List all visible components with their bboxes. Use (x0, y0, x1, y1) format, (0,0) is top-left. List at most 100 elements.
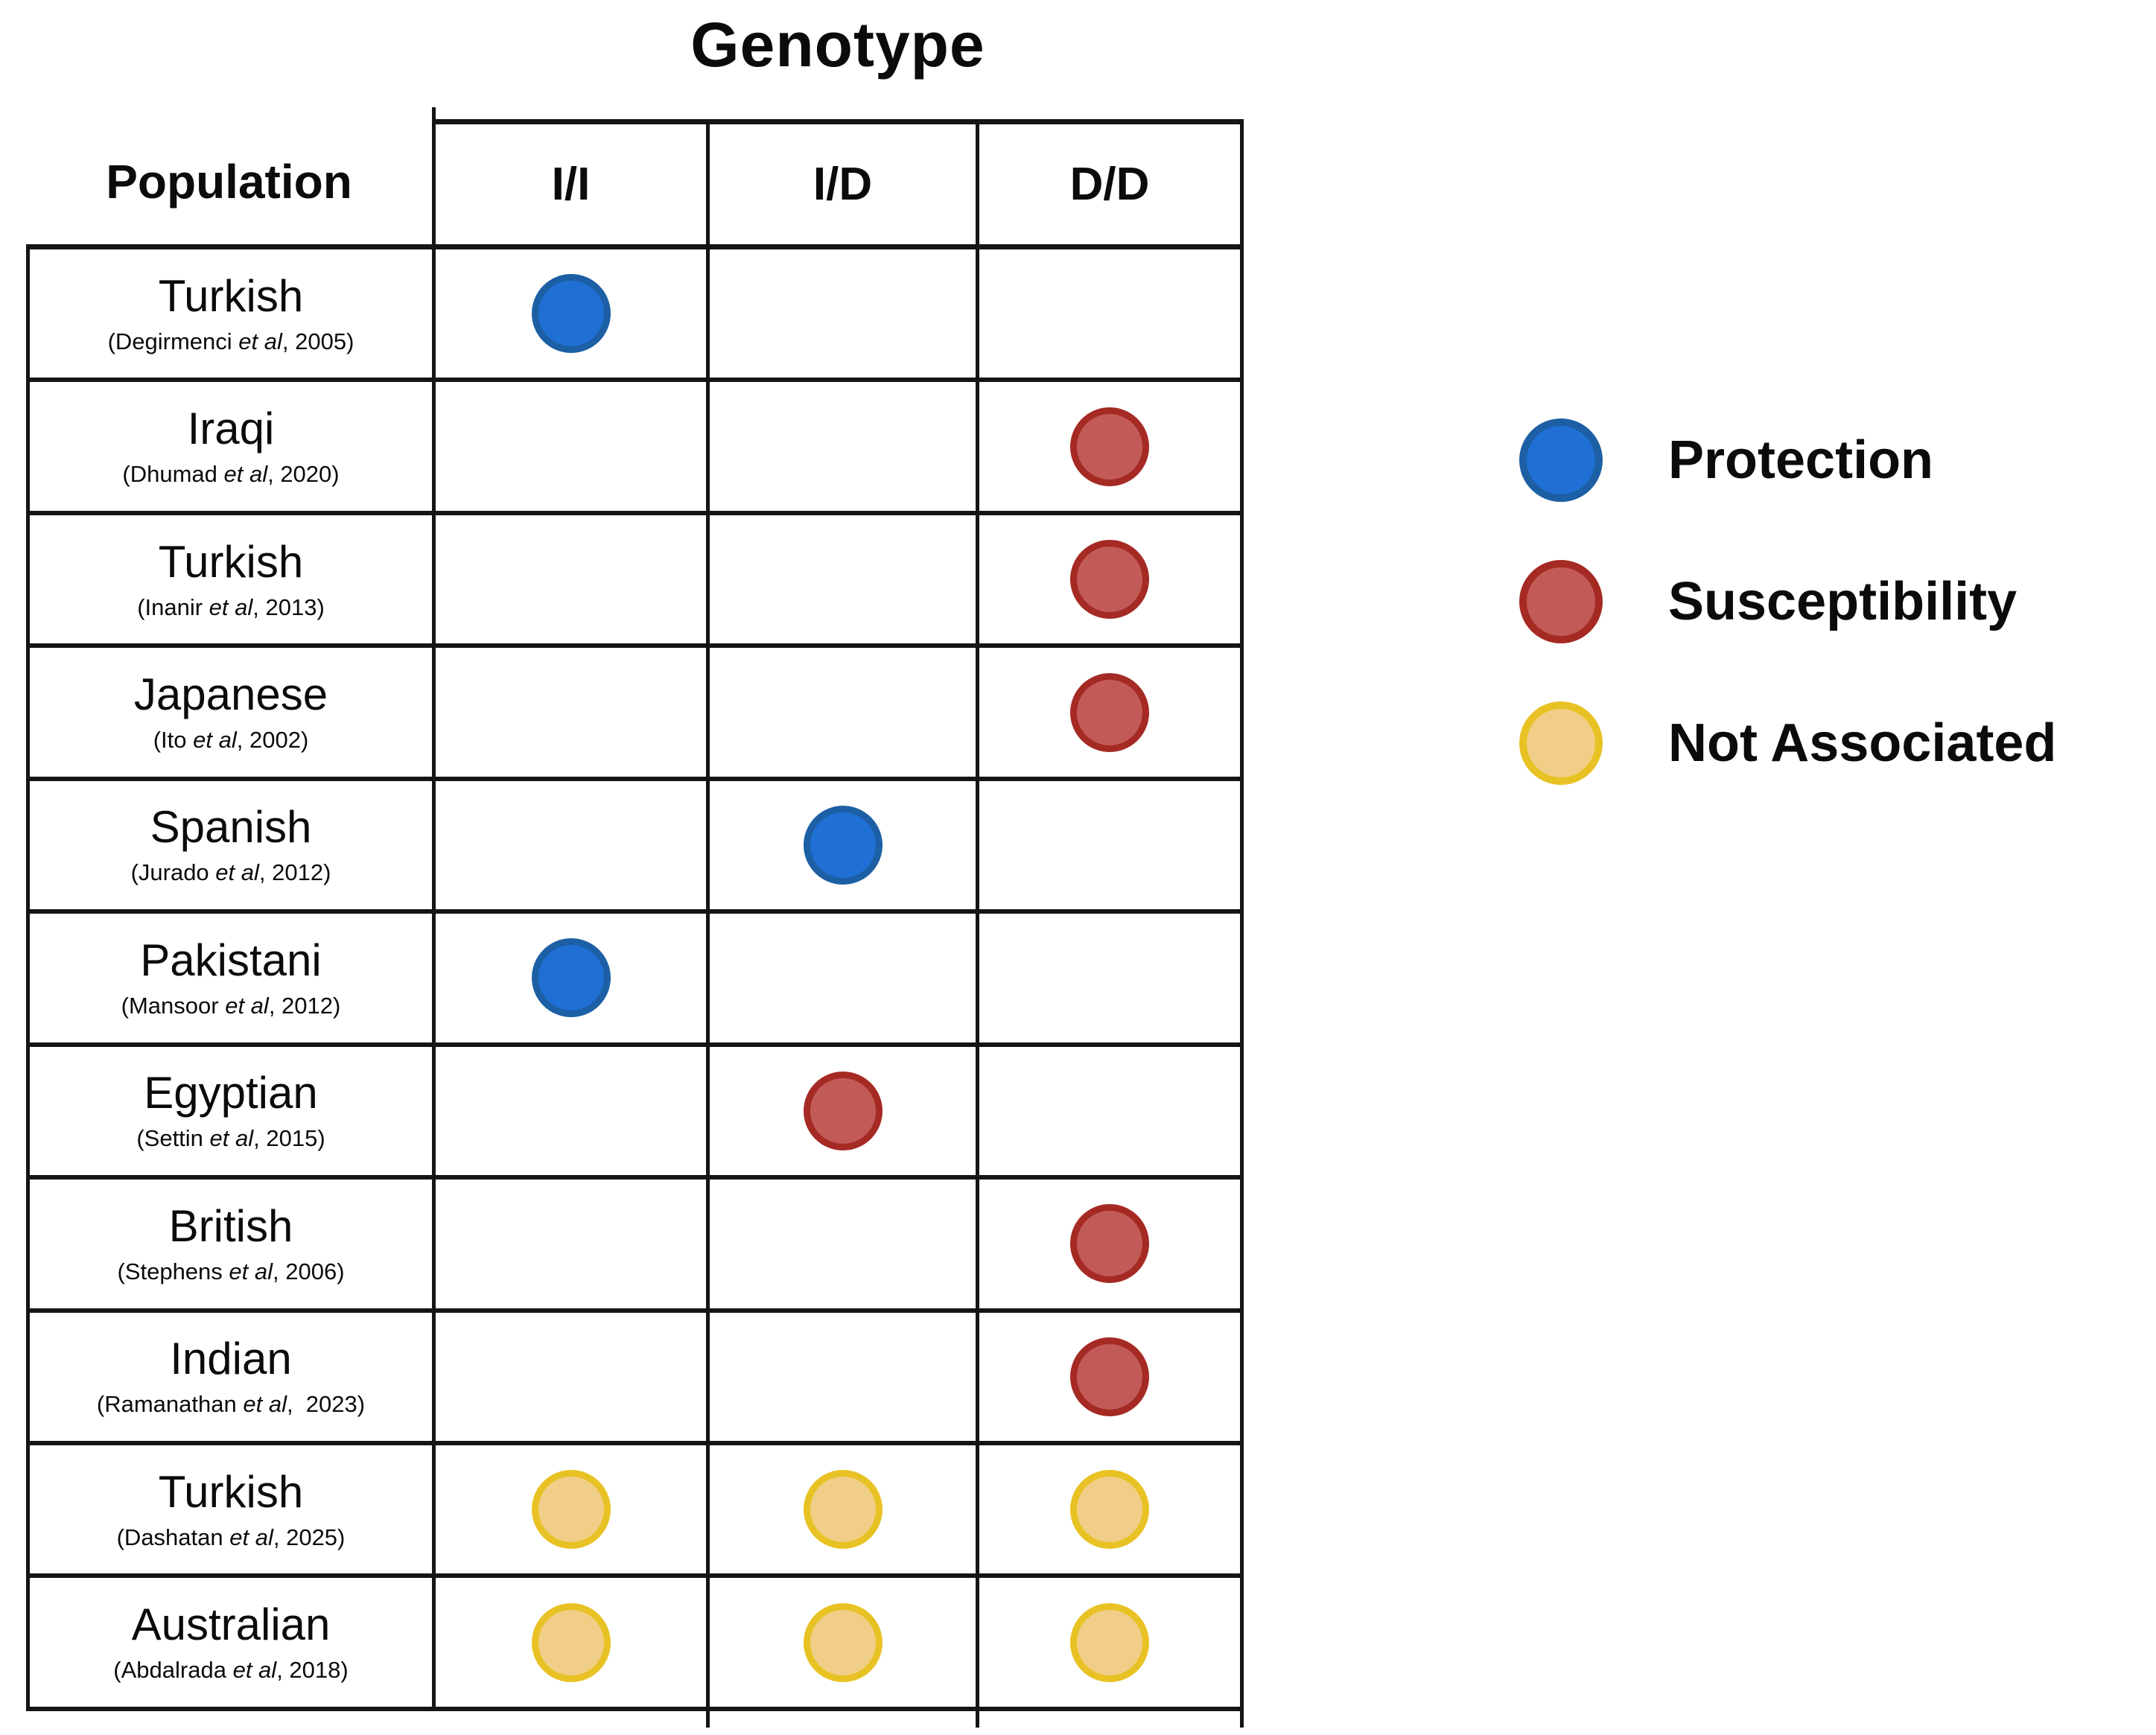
population-name: Japanese (133, 669, 328, 720)
population-citation: (Dashatan et al, 2025) (117, 1524, 346, 1551)
population-name: British (168, 1200, 293, 1251)
citation-prefix: (Ramanathan (96, 1391, 244, 1418)
association-dot (1070, 1470, 1149, 1550)
genotype-cell-id (706, 780, 976, 914)
population-name: Egyptian (144, 1068, 318, 1118)
genotype-table: Population I/I I/D D/D Turkish (Degirmen… (26, 107, 1244, 1728)
population-citation: (Inanir et al, 2013) (137, 594, 325, 621)
column-header-population: Population (26, 119, 432, 249)
genotype-cell-ii (432, 780, 706, 914)
genotype-cell-id (706, 1180, 976, 1313)
association-dot (803, 1071, 883, 1150)
population-cell: Egyptian (Settin et al, 2015) (26, 1046, 432, 1180)
association-dot (531, 938, 611, 1018)
genotype-cell-dd (976, 1312, 1244, 1445)
citation-prefix: (Abdalrada (113, 1657, 233, 1684)
column-header-dd: D/D (976, 119, 1244, 249)
citation-suffix: , 2013) (252, 593, 325, 620)
citation-prefix: (Jurado (130, 859, 216, 886)
population-citation: (Abdalrada et al, 2018) (113, 1657, 348, 1684)
citation-suffix: , 2005) (282, 328, 354, 354)
population-citation: (Dhumad et al, 2020) (122, 461, 339, 488)
citation-etal: et al (209, 1125, 254, 1152)
grid-line-tail (706, 1711, 710, 1728)
population-name: Iraqi (187, 404, 275, 454)
population-name: Turkish (158, 270, 304, 321)
citation-suffix: , 2015) (253, 1125, 325, 1152)
association-dot (531, 274, 611, 354)
association-dot (1070, 1602, 1149, 1682)
genotype-cell-id (706, 1312, 976, 1445)
citation-etal: et al (193, 727, 237, 754)
grid-line-tail (1240, 1711, 1244, 1728)
legend-dot-susceptibility (1519, 560, 1603, 643)
genotype-cell-ii (432, 648, 706, 781)
page-title: Genotype (690, 10, 985, 80)
citation-prefix: (Stephens (117, 1258, 229, 1284)
population-cell: Turkish (Dashatan et al, 2025) (26, 1445, 432, 1579)
population-cell: Australian (Abdalrada et al, 2018) (26, 1578, 432, 1711)
genotype-cell-id (706, 249, 976, 383)
genotype-cell-ii (432, 1578, 706, 1711)
genotype-cell-ii (432, 1445, 706, 1579)
population-name: Indian (170, 1334, 292, 1384)
population-name: Australian (131, 1599, 331, 1650)
citation-etal: et al (229, 1524, 273, 1550)
legend-label: Susceptibility (1668, 572, 2017, 631)
citation-suffix: , 2006) (273, 1258, 345, 1284)
population-cell: Pakistani (Mansoor et al, 2012) (26, 914, 432, 1047)
citation-prefix: (Inanir (137, 593, 209, 620)
population-name: Pakistani (140, 935, 322, 985)
legend-dot-protection (1519, 418, 1603, 502)
genotype-cell-id (706, 648, 976, 781)
citation-prefix: (Degirmenci (107, 328, 239, 354)
genotype-cell-id (706, 382, 976, 515)
genotype-cell-id (706, 914, 976, 1047)
association-dot (803, 1470, 883, 1550)
population-cell: Turkish (Degirmenci et al, 2005) (26, 249, 432, 383)
association-dot (803, 1602, 883, 1682)
genotype-cell-id (706, 1046, 976, 1180)
population-cell: Spanish (Jurado et al, 2012) (26, 780, 432, 914)
association-dot (531, 1602, 611, 1682)
grid-line-tail (432, 107, 436, 119)
genotype-cell-id (706, 515, 976, 649)
genotype-cell-dd (976, 1046, 1244, 1180)
genotype-cell-ii (432, 1180, 706, 1313)
genotype-cell-dd (976, 515, 1244, 649)
population-citation: (Stephens et al, 2006) (117, 1258, 344, 1285)
column-header-ii: I/I (432, 119, 706, 249)
citation-etal: et al (238, 328, 282, 354)
citation-etal: et al (232, 1657, 277, 1684)
citation-etal: et al (225, 992, 269, 1019)
population-name: Turkish (158, 536, 304, 587)
citation-prefix: (Mansoor (121, 992, 226, 1019)
population-citation: (Ramanathan et al, 2023) (97, 1391, 365, 1418)
citation-prefix: (Ito (153, 727, 194, 754)
association-dot (1070, 672, 1149, 752)
legend-item: Not Associated (1519, 694, 2056, 792)
genotype-cell-dd (976, 1180, 1244, 1313)
association-dot (1070, 1204, 1149, 1284)
legend-label: Not Associated (1668, 713, 2057, 773)
association-dot (1070, 1337, 1149, 1416)
citation-etal: et al (215, 859, 259, 886)
citation-prefix: (Dashatan (116, 1524, 230, 1550)
population-citation: (Settin et al, 2015) (136, 1125, 325, 1152)
genotype-cell-ii (432, 382, 706, 515)
genotype-cell-dd (976, 780, 1244, 914)
population-cell: British (Stephens et al, 2006) (26, 1180, 432, 1313)
citation-prefix: (Dhumad (122, 461, 224, 488)
genotype-cell-ii (432, 249, 706, 383)
citation-suffix: , 2012) (268, 992, 341, 1019)
citation-suffix: , 2025) (273, 1524, 346, 1550)
citation-etal: et al (229, 1258, 273, 1284)
legend-dot-not-associated (1519, 701, 1603, 785)
citation-suffix: , 2002) (236, 727, 309, 754)
legend-label: Protection (1668, 430, 1934, 490)
citation-etal: et al (209, 593, 253, 620)
genotype-cell-ii (432, 1046, 706, 1180)
population-cell: Indian (Ramanathan et al, 2023) (26, 1312, 432, 1445)
genotype-cell-dd (976, 648, 1244, 781)
citation-suffix: , 2023) (286, 1391, 366, 1418)
